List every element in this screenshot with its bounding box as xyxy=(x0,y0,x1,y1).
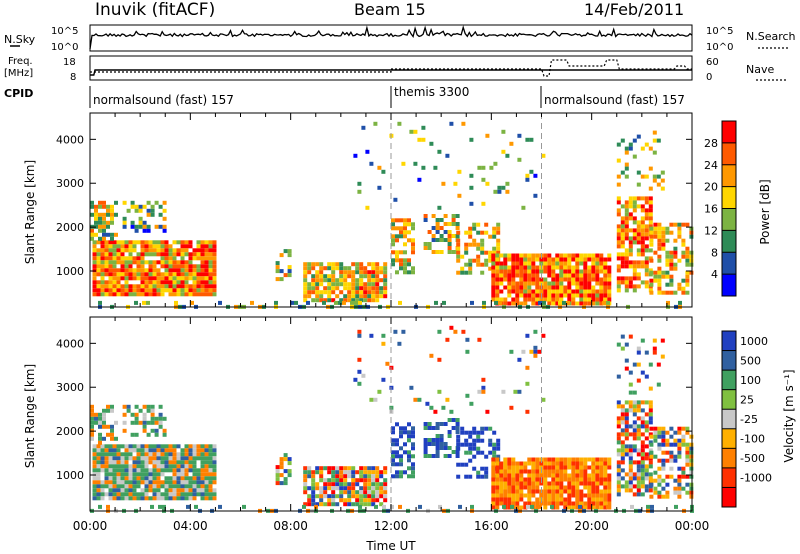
power-colorbar-tick-0: 4 xyxy=(711,268,718,281)
power-ytick-0: 1000 xyxy=(56,265,84,278)
velocity-ytick-1: 2000 xyxy=(56,425,84,438)
x-tick-4: 16:00 xyxy=(474,519,509,533)
velocity-dashed-markers xyxy=(390,317,542,511)
velocity-panel: 1000 2000 3000 4000 Slant Range [km] xyxy=(23,316,694,513)
power-colorbar-step-4 xyxy=(722,186,736,209)
power-colorbar: 4 8 12 16 20 24 28 Power [dB] xyxy=(704,120,772,297)
velocity-colorbar-tick-7: -1000 xyxy=(740,472,772,485)
cpid-segment-1: normalsound (fast) 157 xyxy=(93,93,234,107)
power-colorbar-tick-5: 24 xyxy=(704,159,718,172)
cpid-segment-2: themis 3300 xyxy=(394,85,469,99)
power-colorbar-tick-4: 20 xyxy=(704,181,718,194)
velocity-colorbar-step-6 xyxy=(722,448,736,469)
freq-tick-bottom: 8 xyxy=(70,72,76,83)
power-colorbar-tick-2: 12 xyxy=(704,224,718,237)
power-panel: 1000 2000 3000 4000 Slant Range [km] xyxy=(23,112,694,309)
velocity-colorbar-tick-3: 25 xyxy=(740,393,754,406)
nave-line xyxy=(90,59,692,77)
velocity-colorbar-step-0 xyxy=(722,331,736,352)
velocity-colorbar-tick-6: -500 xyxy=(740,452,765,465)
velocity-ytick-2: 3000 xyxy=(56,381,84,394)
power-cells xyxy=(90,121,694,309)
velocity-colorbar-tick-0: 1000 xyxy=(740,335,768,348)
velocity-colorbar-label: Velocity [m s⁻¹] xyxy=(782,369,796,462)
cpid-label: CPID xyxy=(4,87,33,100)
velocity-colorbar-step-3 xyxy=(722,389,736,410)
velocity-colorbar-step-2 xyxy=(722,370,736,391)
velocity-colorbar: 1000 500 100 25 -25 -100 -500 -1000 Velocity [m… xyxy=(721,330,796,508)
power-ytick-1: 2000 xyxy=(56,221,84,234)
power-colorbar-tick-3: 16 xyxy=(704,203,718,216)
x-tick-0: 00:00 xyxy=(73,519,108,533)
velocity-colorbar-step-8 xyxy=(722,487,736,508)
power-colorbar-step-3 xyxy=(722,208,736,231)
velocity-ylabel: Slant Range [km] xyxy=(23,364,37,468)
freq-unit: [MHz] xyxy=(4,68,33,79)
velocity-ytick-3: 4000 xyxy=(56,337,84,350)
nsearch-tick-bottom: 10^0 xyxy=(706,42,733,53)
nsky-tick-bottom: 10^0 xyxy=(51,42,78,53)
velocity-colorbar-tick-5: -100 xyxy=(740,433,765,446)
velocity-colorbar-step-5 xyxy=(722,428,736,449)
power-colorbar-tick-1: 8 xyxy=(711,246,718,259)
freq-panel: Freq. [MHz] 18 8 60 0 Nave xyxy=(4,55,786,83)
power-colorbar-step-2 xyxy=(722,230,736,253)
power-colorbar-step-1 xyxy=(722,252,736,275)
velocity-colorbar-tick-1: 500 xyxy=(740,354,761,367)
power-dashed-markers xyxy=(390,113,542,307)
x-tick-5: 20:00 xyxy=(574,519,609,533)
cpid-segment-3: normalsound (fast) 157 xyxy=(544,93,685,107)
velocity-colorbar-step-7 xyxy=(722,467,736,488)
power-colorbar-label: Power [dB] xyxy=(758,179,772,244)
power-colorbar-tick-6: 28 xyxy=(704,137,718,150)
beam-title: Beam 15 xyxy=(354,0,426,19)
freq-label: Freq. xyxy=(8,56,33,67)
nsky-label: N.Sky xyxy=(4,33,36,46)
station-title: Inuvik (fitACF) xyxy=(95,0,215,20)
power-colorbar-step-7 xyxy=(722,121,736,144)
velocity-colorbar-step-1 xyxy=(722,350,736,371)
velocity-colorbar-tick-4: -25 xyxy=(740,413,758,426)
nave-label: Nave xyxy=(746,63,774,76)
power-ytick-2: 3000 xyxy=(56,177,84,190)
power-colorbar-step-6 xyxy=(722,142,736,166)
nsky-panel: N.Sky 10^5 10^0 10^5 10^0 N.Search xyxy=(4,24,796,53)
velocity-colorbar-tick-2: 100 xyxy=(740,374,761,387)
date-title: 14/Feb/2011 xyxy=(584,0,684,19)
power-colorbar-step-5 xyxy=(722,164,736,188)
power-ytick-3: 4000 xyxy=(56,133,84,146)
cpid-panel: CPID normalsound (fast) 157 themis 3300 … xyxy=(4,85,685,108)
velocity-ytick-0: 1000 xyxy=(56,469,84,482)
nave-tick-top: 60 xyxy=(706,57,719,68)
x-axis-label: Time UT xyxy=(365,539,416,553)
time-axis-labels: 00:00 04:00 08:00 12:00 16:00 20:00 00:00 xyxy=(73,519,710,533)
freq-tick-top: 18 xyxy=(63,57,76,68)
power-colorbar-step-0 xyxy=(722,274,736,297)
nave-tick-bottom: 0 xyxy=(706,72,712,83)
nsearch-tick-top: 10^5 xyxy=(706,26,733,37)
x-tick-6: 00:00 xyxy=(675,519,710,533)
nsearch-label: N.Search xyxy=(746,30,796,43)
power-ylabel: Slant Range [km] xyxy=(23,160,37,264)
x-tick-3: 12:00 xyxy=(374,519,409,533)
x-tick-2: 08:00 xyxy=(273,519,308,533)
x-tick-1: 04:00 xyxy=(173,519,208,533)
nsky-line xyxy=(89,25,693,50)
velocity-cells xyxy=(90,325,694,513)
nsky-tick-top: 10^5 xyxy=(51,26,78,37)
velocity-colorbar-step-4 xyxy=(722,409,736,430)
